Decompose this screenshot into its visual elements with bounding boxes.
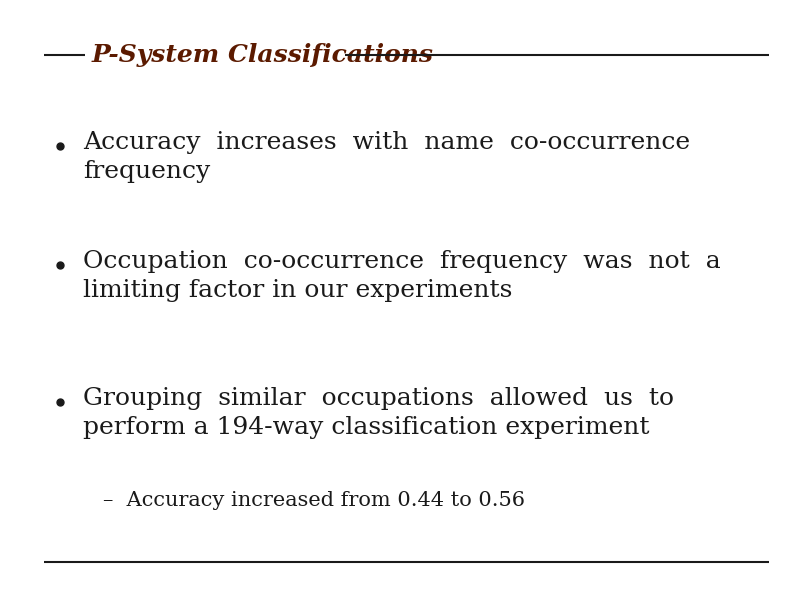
Text: Accuracy  increases  with  name  co-occurrence
frequency: Accuracy increases with name co-occurren… — [83, 131, 691, 183]
Text: P-System Classifications: P-System Classifications — [91, 43, 434, 67]
Text: –  Accuracy increased from 0.44 to 0.56: – Accuracy increased from 0.44 to 0.56 — [103, 491, 525, 510]
Text: Grouping  similar  occupations  allowed  us  to
perform a 194-way classification: Grouping similar occupations allowed us … — [83, 387, 674, 439]
Text: Occupation  co-occurrence  frequency  was  not  a
limiting factor in our experim: Occupation co-occurrence frequency was n… — [83, 250, 721, 302]
